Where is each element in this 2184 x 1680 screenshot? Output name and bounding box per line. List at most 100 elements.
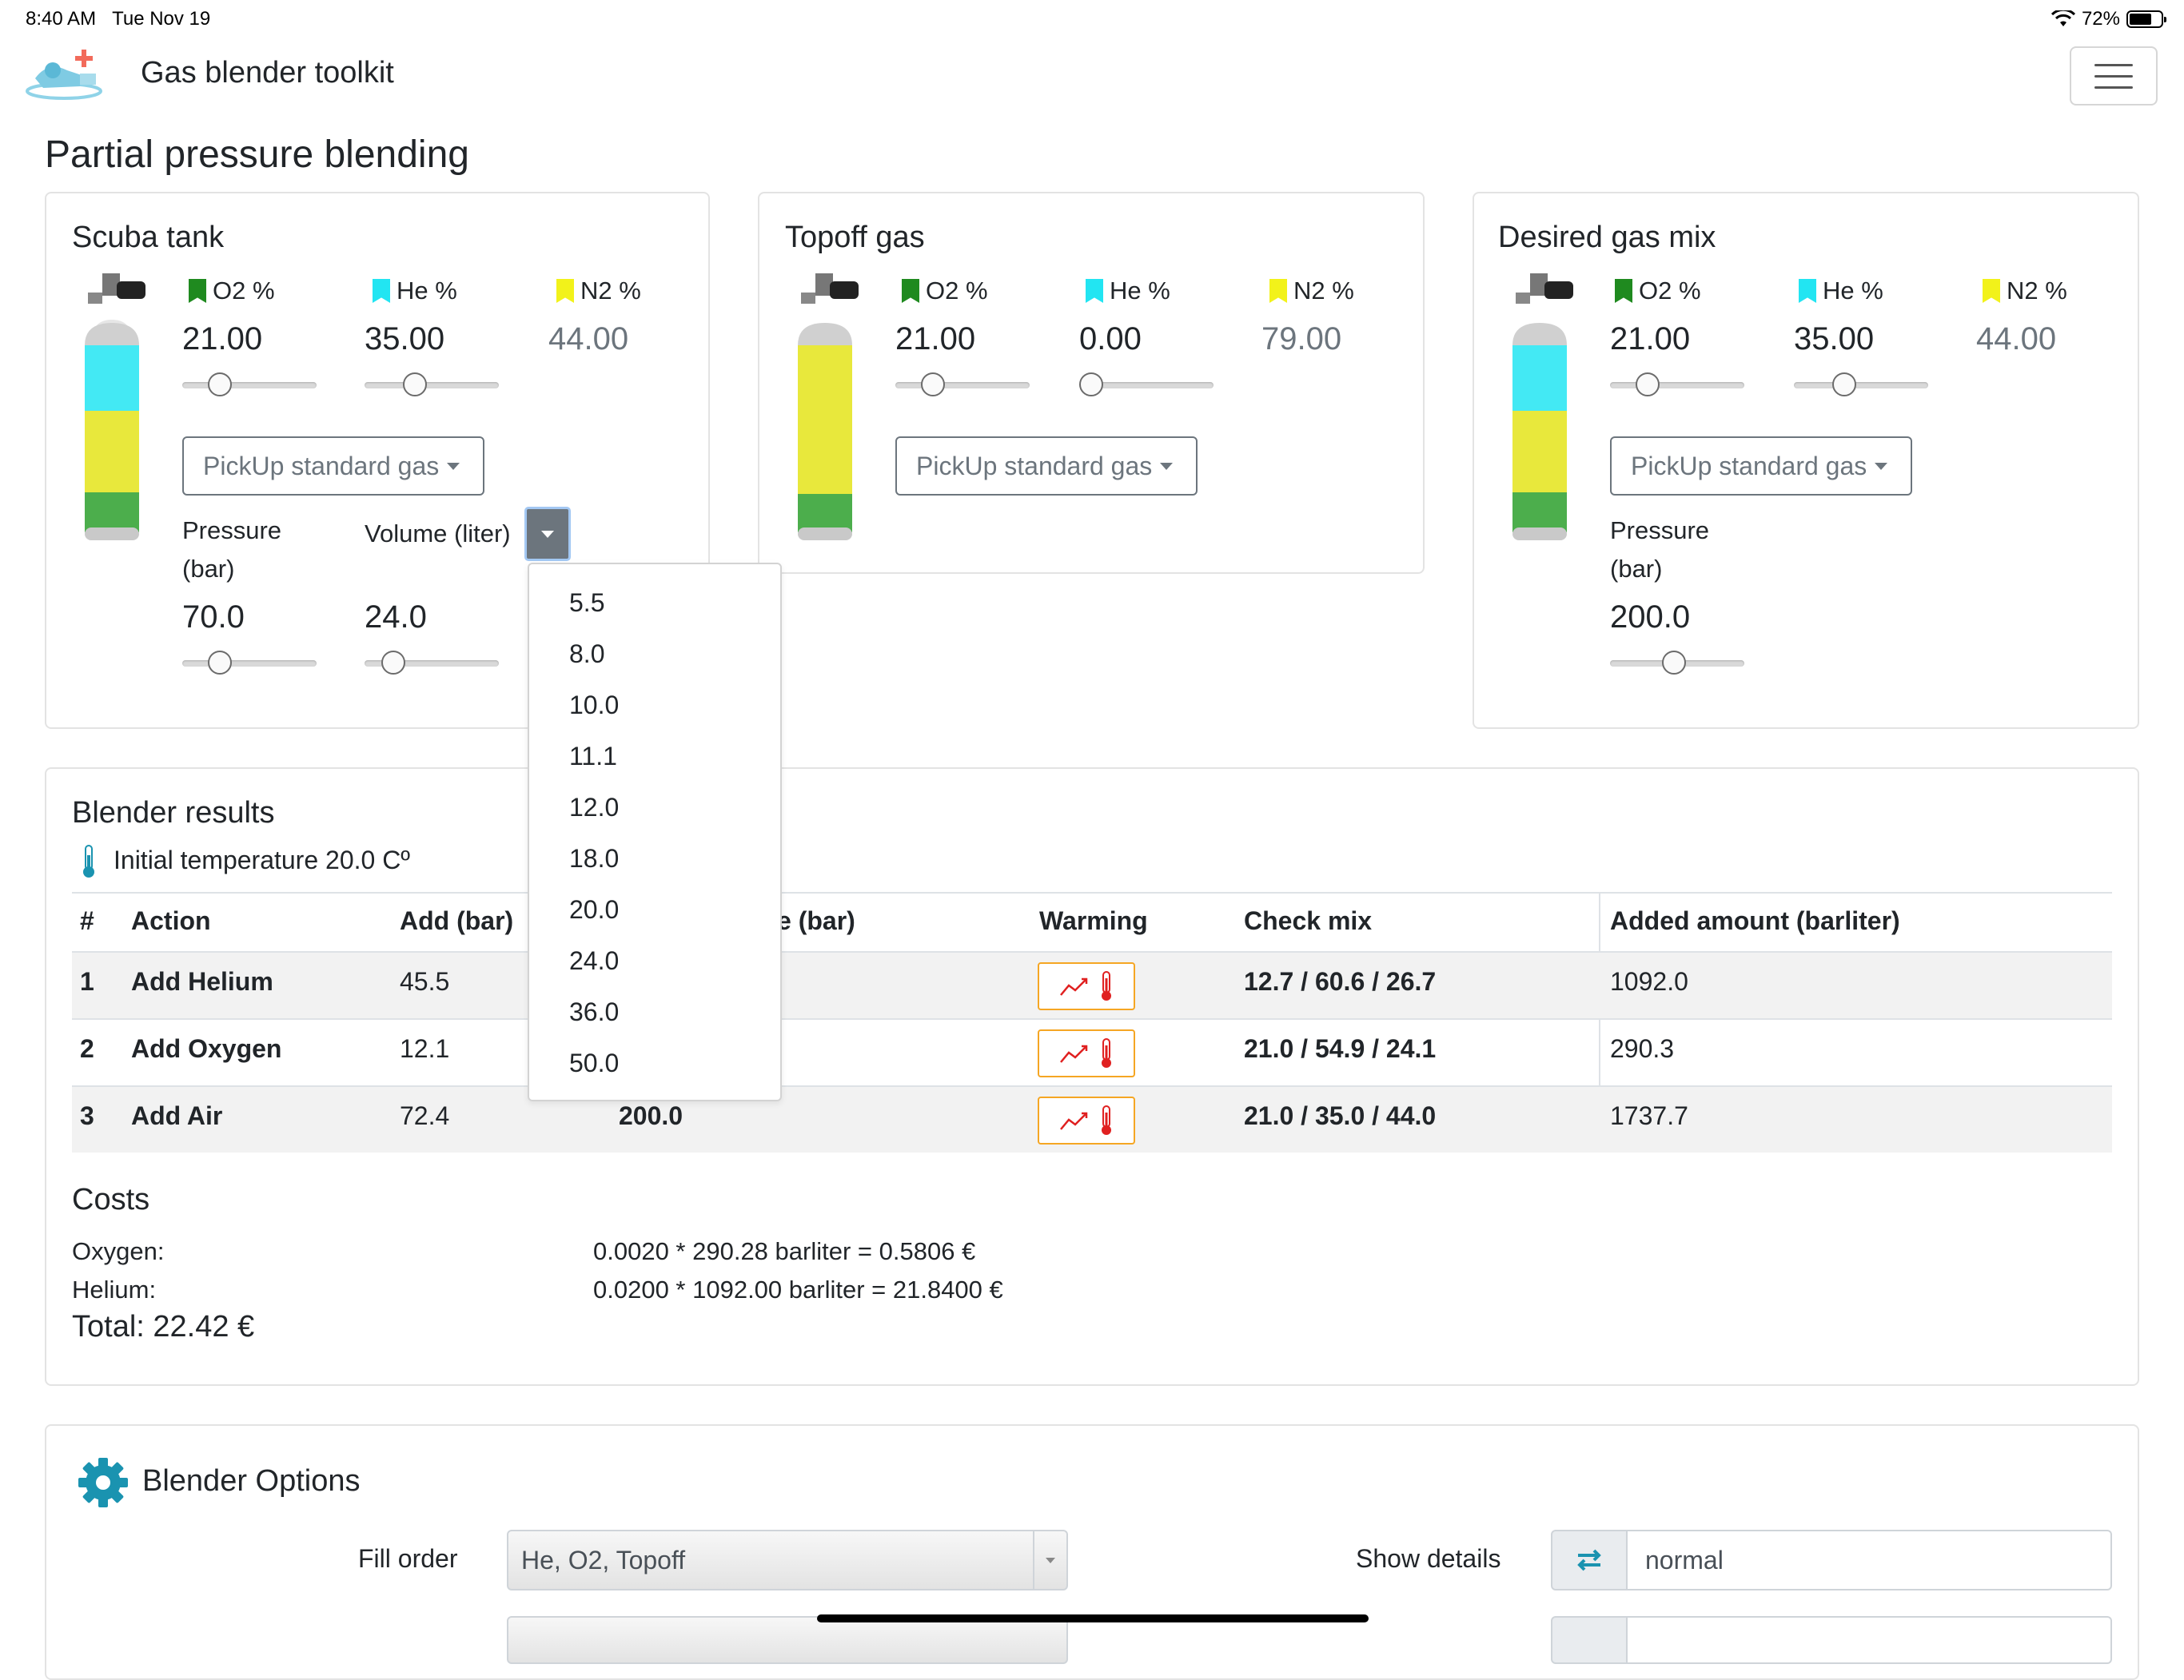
fill-order-label: Fill order (358, 1544, 458, 1573)
desired-o2-slider[interactable] (1610, 372, 1744, 396)
slider-thumb[interactable] (1635, 372, 1660, 396)
battery-icon (2126, 10, 2166, 28)
row-add: 72.4 (400, 1101, 450, 1130)
scuba-tank-title: Scuba tank (72, 221, 225, 254)
scuba-pressure-slider[interactable] (182, 651, 317, 675)
option-select-row2[interactable] (507, 1616, 1068, 1664)
scuba-pickup-gas-dropdown[interactable]: PickUp standard gas (182, 436, 484, 496)
slider-thumb[interactable] (920, 372, 945, 396)
row-add: 12.1 (400, 1034, 450, 1063)
volume-option[interactable]: 50.0 (569, 1049, 620, 1077)
scuba-n2-label: N2 % (556, 277, 641, 305)
table-row: 3 Add Air 72.4 200.0 21.0 / 35.0 / 44.0 1737.… (72, 1085, 2112, 1153)
home-indicator[interactable] (817, 1614, 1369, 1622)
desired-pressure-slider[interactable] (1610, 651, 1744, 675)
row-added-amount: 1737.7 (1610, 1101, 1688, 1130)
volume-dropdown-button[interactable] (524, 507, 571, 561)
volume-option[interactable]: 10.0 (569, 691, 620, 719)
row-check-mix: 21.0 / 54.9 / 24.1 (1244, 1034, 1437, 1063)
row-num: 1 (80, 967, 94, 996)
o2-flag-icon (189, 279, 206, 303)
row-added-amount: 1092.0 (1610, 967, 1688, 996)
menu-toggle-button[interactable] (2070, 46, 2158, 105)
option-input-row2[interactable] (1628, 1616, 2112, 1664)
scuba-he-value: 35.00 (365, 321, 445, 356)
slider-thumb[interactable] (403, 372, 428, 396)
fill-order-select[interactable]: He, O2, Topoff (507, 1530, 1068, 1590)
volume-option[interactable]: 24.0 (569, 946, 620, 975)
scuba-n2-value: 44.00 (548, 321, 629, 356)
th-check-mix: Check mix (1244, 906, 1373, 935)
slider-thumb[interactable] (381, 651, 405, 675)
he-flag-icon (1086, 279, 1103, 303)
volume-option[interactable]: 8.0 (569, 639, 605, 668)
results-title: Blender results (72, 796, 275, 830)
desired-he-value: 35.00 (1794, 321, 1875, 356)
status-bar: 8:40 AM Tue Nov 19 72% (0, 0, 2184, 35)
table-row: 2 Add Oxygen 12.1 21.0 / 54.9 / 24.1 290.3 (72, 1018, 2112, 1085)
thermometer-hot-icon (1102, 1038, 1111, 1068)
topoff-he-value: 0.00 (1079, 321, 1142, 356)
gear-icon (78, 1458, 128, 1507)
topoff-o2-slider[interactable] (895, 372, 1030, 396)
cost-helium-label: Helium: (72, 1276, 157, 1304)
slider-thumb[interactable] (207, 651, 232, 675)
scuba-o2-slider[interactable] (182, 372, 317, 396)
desired-pressure-label: Pressure (bar) (1610, 516, 1710, 583)
select-arrow-icon (1033, 1531, 1066, 1589)
desired-pickup-gas-dropdown[interactable]: PickUp standard gas (1610, 436, 1912, 496)
topoff-pickup-gas-dropdown[interactable]: PickUp standard gas (895, 436, 1198, 496)
topoff-o2-label: O2 % (902, 277, 988, 305)
volume-option[interactable]: 36.0 (569, 997, 620, 1026)
initial-temperature: Initial temperature 20.0 Cº (114, 846, 410, 874)
volume-option[interactable]: 18.0 (569, 844, 620, 873)
row-num: 2 (80, 1034, 94, 1063)
status-right: 72% (2050, 8, 2166, 30)
topoff-he-slider[interactable] (1079, 372, 1214, 396)
slider-thumb[interactable] (1079, 372, 1103, 396)
th-num: # (80, 906, 94, 935)
n2-flag-icon (1269, 279, 1287, 303)
row-check-mix: 21.0 / 35.0 / 44.0 (1244, 1101, 1437, 1130)
topoff-he-label: He % (1086, 277, 1170, 305)
he-flag-icon (1799, 279, 1816, 303)
volume-option[interactable]: 11.1 (569, 742, 617, 770)
scuba-cylinder-icon (85, 273, 145, 540)
o2-flag-icon (902, 279, 919, 303)
volume-option[interactable]: 5.5 (569, 588, 605, 617)
app-brand[interactable]: Gas blender toolkit (141, 56, 394, 90)
topoff-n2-label: N2 % (1269, 277, 1354, 305)
app-logo-icon (26, 50, 102, 100)
desired-o2-value: 21.00 (1610, 321, 1691, 356)
scuba-o2-label: O2 % (189, 277, 275, 305)
option-addon-row2[interactable] (1551, 1616, 1628, 1664)
caret-down-icon (1160, 462, 1174, 470)
costs-title: Costs (72, 1183, 150, 1216)
topoff-o2-value: 21.00 (895, 321, 976, 356)
cost-oxygen-formula: 0.0020 * 290.28 barliter = 0.5806 € (593, 1237, 976, 1265)
show-details-input[interactable]: normal (1628, 1530, 2112, 1590)
th-pressure: e (bar) (777, 906, 855, 935)
scuba-he-slider[interactable] (365, 372, 499, 396)
row-action: Add Air (131, 1101, 223, 1130)
desired-he-slider[interactable] (1794, 372, 1928, 396)
slider-thumb[interactable] (207, 372, 232, 396)
desired-mix-title: Desired gas mix (1498, 221, 1716, 254)
slider-thumb[interactable] (1661, 651, 1686, 675)
cost-helium-formula: 0.0200 * 1092.00 barliter = 21.8400 € (593, 1276, 1003, 1304)
warming-button[interactable] (1038, 1029, 1135, 1077)
row-pressure: 200.0 (619, 1101, 683, 1130)
topoff-gas-title: Topoff gas (785, 221, 925, 254)
scuba-o2-value: 21.00 (182, 321, 263, 356)
warming-button[interactable] (1038, 962, 1135, 1010)
row-added-amount: 290.3 (1610, 1034, 1675, 1063)
volume-option[interactable]: 12.0 (569, 793, 620, 822)
wifi-icon (2050, 10, 2075, 26)
battery-percent: 72% (2081, 8, 2120, 30)
warming-button[interactable] (1038, 1097, 1135, 1145)
scuba-volume-slider[interactable] (365, 651, 499, 675)
desired-n2-value: 44.00 (1976, 321, 2057, 356)
swap-icon-addon[interactable] (1551, 1530, 1628, 1590)
volume-option[interactable]: 20.0 (569, 895, 620, 924)
slider-thumb[interactable] (1832, 372, 1857, 396)
